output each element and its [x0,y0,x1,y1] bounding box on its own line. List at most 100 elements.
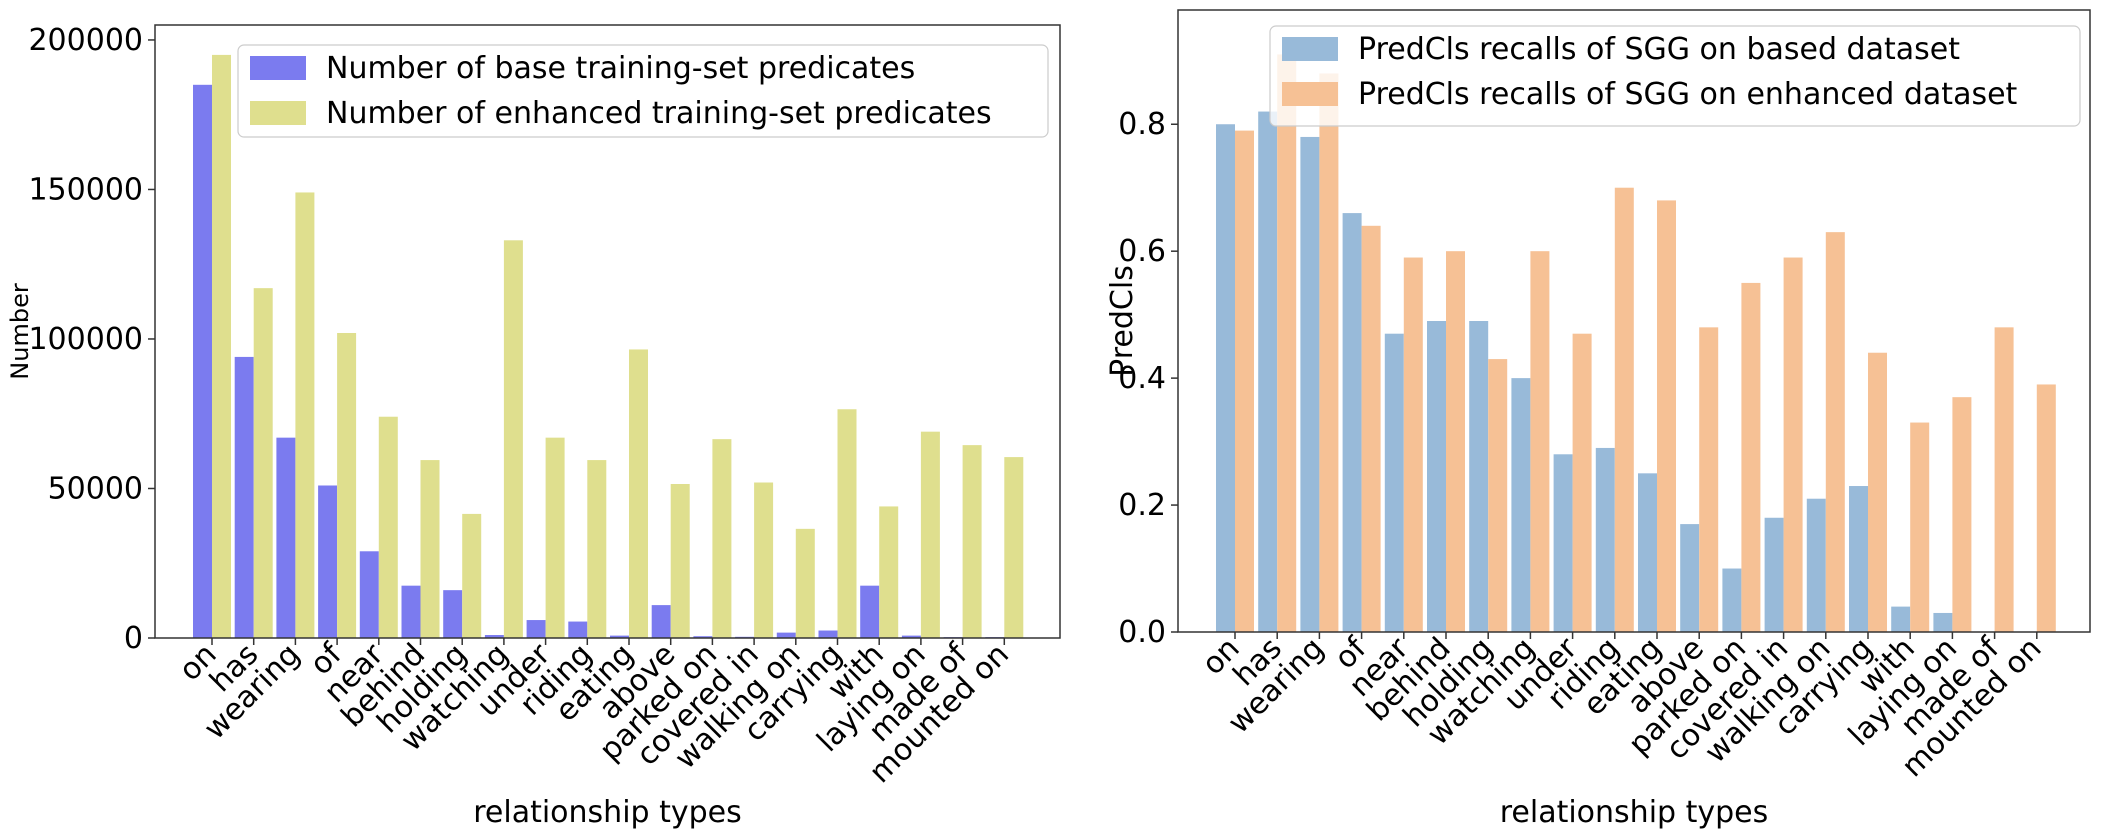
bar [837,409,857,638]
x-axis-label: relationship types [1500,795,1769,830]
bar [1849,486,1868,632]
bar [1342,213,1362,632]
y-tick-label: 50000 [48,471,143,506]
bar [670,484,690,638]
bar [901,635,921,638]
legend-label: Number of base training-set predicates [326,51,915,86]
bar [234,356,254,638]
legend-swatch [250,56,306,80]
y-tick-label: 0 [124,621,143,656]
bar [587,460,607,638]
bar [1722,568,1742,632]
predcls-chart: 0.00.20.40.60.8onhaswearingofnearbehindh… [1105,9,2091,830]
bar [1361,225,1381,633]
bar [1553,454,1573,632]
bar [1868,352,1887,632]
y-tick-label: 0.6 [1118,234,1166,269]
y-tick-label: 150000 [28,172,143,207]
bar [1277,54,1297,632]
bar [1595,447,1615,632]
bar [378,416,398,638]
bar [1511,378,1531,632]
bar [1319,73,1339,633]
bar [1004,457,1024,638]
bar [1783,257,1803,632]
plot-frame [1177,9,2091,633]
bar [879,506,899,638]
legend-swatch [1282,37,1338,61]
y-tick-label: 0.4 [1118,361,1166,396]
legend-swatch [1282,82,1338,106]
bar [1994,327,2014,632]
bar [503,240,523,639]
bar [1638,473,1657,632]
bar [337,332,357,638]
bar [1258,111,1278,632]
bar [1469,321,1489,632]
bar [712,439,732,638]
legend-label: PredCls recalls of SGG on based dataset [1358,32,1960,67]
bar [1891,606,1911,632]
bar [193,84,212,639]
bar [1657,200,1676,633]
bar [1488,359,1508,632]
legend-box [237,44,1049,138]
bar [1216,124,1235,632]
bar [1680,524,1700,632]
bar [420,460,440,638]
y-tick-label: 0.2 [1118,488,1166,523]
bar [295,192,315,638]
y-tick-label: 200000 [28,23,143,58]
bar [545,437,565,638]
bar [754,482,774,638]
x-axis-label: relationship types [473,795,742,830]
bar [1933,612,1953,632]
bar [1764,517,1784,632]
bar [2036,384,2056,632]
bar [693,636,713,638]
bar [443,590,463,638]
bar [962,445,982,638]
bar [1825,232,1845,632]
bar [1741,282,1761,632]
legend-swatch [250,101,306,125]
y-tick-label: 100000 [28,322,143,357]
bar [1572,333,1592,632]
bar [1235,130,1254,632]
bar [318,485,338,638]
bar [610,635,629,638]
bar [568,621,588,638]
plot-frame [154,24,1061,639]
number-chart: 050000100000150000200000onhaswearingofne… [6,23,1061,830]
bar [1446,251,1465,633]
bar [1806,498,1826,632]
bar [276,437,296,638]
legend-label: Number of enhanced training-set predicat… [326,96,992,131]
bar [818,630,838,638]
bar [1427,321,1446,632]
bar [776,632,796,638]
bar [462,513,482,638]
legend-box [1269,25,2081,127]
bar [795,528,815,638]
bar [1952,397,1972,632]
legend-label: PredCls recalls of SGG on enhanced datas… [1358,77,2018,112]
bar [359,551,379,638]
bar [629,349,648,638]
bar [1699,327,1719,632]
y-tick-label: 0.0 [1118,615,1166,650]
y-axis-label: Number [6,283,34,380]
bar [484,635,504,638]
bar [1910,422,1930,632]
bar [651,605,671,638]
bar [401,585,421,638]
bar [1403,257,1423,632]
y-tick-label: 0.8 [1118,107,1166,142]
bar [1614,187,1634,632]
bar [212,54,231,638]
bar [1384,333,1404,632]
bar [860,585,880,638]
bar [920,431,940,638]
bar [1300,136,1320,632]
